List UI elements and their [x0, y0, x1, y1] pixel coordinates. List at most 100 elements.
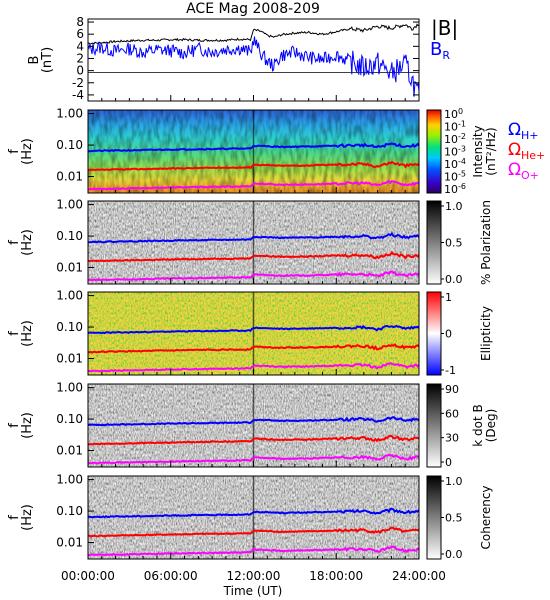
panel-intensity-cb-label-text: Intensity — [471, 125, 485, 177]
panel-kdotb-colorbar — [426, 383, 442, 468]
panel-kdotb-cb-label-text: k dot B — [471, 404, 485, 446]
panel-coherency: 1.00 0.10 0.01 f(Hz) 1.0 0.5 0.0 Coherency — [7, 473, 493, 561]
panel-ellipticity-ylabel-unit: (Hz) — [20, 320, 35, 347]
x-tick-label-3: 18:00:00 — [309, 569, 363, 583]
overlay-He-plus-polarization — [87, 250, 420, 263]
field-ytick-label-4: 0 — [76, 64, 84, 78]
overlay-He-plus-kdotb — [87, 434, 420, 446]
panel-polarization-colorbar — [426, 200, 442, 285]
panel-polarization-cb-label: % Polarization — [479, 200, 493, 285]
panel-intensity-cb-tick-2: 10-2 — [444, 132, 466, 146]
panel-field-frame — [87, 18, 420, 102]
panel-kdotb-ylabel-f: f — [7, 423, 22, 428]
field-ytick-label-3: 2 — [76, 51, 84, 65]
field-ylabel-text: B — [27, 56, 42, 65]
panel-kdotb-cb-tick-2: 30 — [445, 432, 459, 445]
panel-ellipticity-ylabel: f(Hz) — [7, 320, 35, 347]
panel-coherency-ylabel-unit: (Hz) — [20, 504, 35, 531]
field-ylabel: B (nT) — [27, 47, 55, 73]
legend-omega-H-sub: H+ — [521, 129, 539, 142]
field-ytick-label-1: 6 — [76, 27, 84, 41]
panel-intensity-ylabel-f: f — [7, 149, 22, 154]
panel-coherency-ylabel: f(Hz) — [7, 504, 35, 531]
legend-B-R: BR — [430, 39, 450, 62]
legend-omega-O-sub: O+ — [521, 169, 539, 182]
spectrogram-panels: 1.000.100.01f(Hz)10010-110-210-310-410-5… — [7, 107, 498, 561]
series-B-R — [87, 36, 420, 97]
panel-kdotb-cb-label-unit: (Deg) — [484, 409, 498, 443]
cb-tick-base: 10 — [444, 133, 458, 146]
cb-tick-exponent: -3 — [458, 145, 466, 154]
cb-tick-base: 10 — [444, 158, 458, 171]
panel-kdotb-cb-tick-3: 0 — [445, 456, 452, 469]
panel-coherency-ytick-label-1: 0.10 — [56, 504, 83, 518]
panel-ellipticity: 1.00 0.10 0.01 f(Hz) 1 0 -1 Ellipticity — [7, 289, 493, 377]
panel-polarization-ylabel: f(Hz) — [7, 229, 35, 256]
cb-tick-exponent: -5 — [458, 170, 466, 179]
panel-coherency-ylabel-f: f — [7, 515, 22, 520]
field-ytick-label-2: 4 — [76, 39, 84, 53]
x-tick-label-1: 06:00:00 — [144, 569, 198, 583]
panel-polarization-ytick-label-0: 1.00 — [56, 198, 83, 212]
panel-ellipticity-cb-tick-2: -1 — [445, 364, 456, 377]
legend-B-R-main: B — [430, 39, 442, 60]
panel-polarization: 1.00 0.10 0.01 f(Hz) 1.0 0.5 0.0 % Polarization — [7, 198, 493, 286]
panel-ellipticity-cb-tick-1: 0 — [445, 328, 452, 341]
cb-tick-exponent: -2 — [458, 132, 466, 141]
panel-kdotb-cb-tick-0: 90 — [445, 383, 459, 396]
field-ytick-label-6: -4 — [72, 88, 84, 102]
panel-polarization-ytick-label-2: 0.01 — [56, 261, 83, 275]
field-ylabel-unit: (nT) — [40, 47, 55, 73]
legend-omega-He-sym: Ω — [508, 140, 521, 160]
field-ytick-label-5: -2 — [72, 76, 84, 90]
x-tick-label-0: 00:00:00 — [61, 569, 115, 583]
overlay-He-plus-ellipticity — [87, 343, 420, 354]
cb-tick-exponent: -1 — [458, 120, 466, 129]
panel-ellipticity-cb-label-text: Ellipticity — [479, 306, 493, 361]
x-tick-label-4: 24:00:00 — [392, 569, 446, 583]
panel-kdotb-ylabel-unit: (Hz) — [20, 412, 35, 439]
panel-intensity-cb-label: Intensity (nT²/Hz) — [471, 125, 498, 177]
panel-intensity: 1.000.100.01f(Hz)10010-110-210-310-410-5… — [7, 107, 498, 196]
overlay-He-plus-coherency — [87, 526, 420, 538]
legend-omega-He-sub: He+ — [521, 149, 545, 162]
cb-tick-exponent: -4 — [458, 157, 466, 166]
panel-coherency-cb-tick-2: 0.0 — [445, 548, 463, 561]
legend-omega-H-sym: Ω — [508, 120, 521, 140]
overlay-O-plus-ellipticity — [87, 361, 420, 373]
cb-tick-base: 10 — [444, 121, 458, 134]
panel-polarization-ytick-label-1: 0.10 — [56, 229, 83, 243]
x-axis: 00:00:00 06:00:00 12:00:00 18:00:00 24:00:00 — [61, 95, 446, 583]
overlay-H-plus-kdotb — [87, 416, 420, 427]
overlay-O-plus-coherency — [87, 545, 420, 557]
cb-tick-exponent: 0 — [458, 107, 463, 116]
panel-polarization-ylabel-unit: (Hz) — [20, 229, 35, 256]
panel-kdotb: 1.00 0.10 0.01 f(Hz) 90 60 30 0 k dot B (Deg) — [7, 381, 498, 469]
panel-ellipticity-ytick-label-0: 1.00 — [56, 289, 83, 303]
panel-coherency-cb-label: Coherency — [479, 485, 493, 549]
legend-B-R-sub: R — [442, 49, 450, 62]
overlay-H-plus-polarization — [87, 232, 420, 244]
panel-polarization-ylabel-f: f — [7, 240, 22, 245]
field-ytick-label-0: 8 — [76, 15, 84, 29]
panel-coherency-ytick-label-0: 1.00 — [56, 473, 83, 487]
panel-ellipticity-cb-tick-0: 1 — [445, 291, 452, 304]
panel-polarization-cb-tick-0: 1.0 — [445, 200, 463, 213]
gyrofreq-legend: ΩH+ ΩHe+ ΩO+ — [508, 120, 545, 182]
panel-intensity-cb-tick-3: 10-3 — [444, 145, 466, 159]
panel-kdotb-ylabel: f(Hz) — [7, 412, 35, 439]
chart-title: ACE Mag 2008-209 — [186, 1, 320, 17]
panel-coherency-cb-tick-1: 0.5 — [445, 512, 463, 525]
overlay-O-plus-polarization — [87, 270, 420, 282]
panel-kdotb-ytick-label-2: 0.01 — [56, 444, 83, 458]
series-B-total — [87, 23, 420, 45]
panel-ellipticity-ylabel-f: f — [7, 331, 22, 336]
overlay-H-plus-coherency — [87, 507, 420, 519]
x-axis-label: Time (UT) — [223, 584, 283, 598]
panel-polarization-cb-tick-1: 0.5 — [445, 237, 463, 250]
panel-intensity-colorbar — [426, 109, 442, 194]
panel-ellipticity-cb-label: Ellipticity — [479, 306, 493, 361]
panel-intensity-ytick-label-1: 0.10 — [56, 138, 83, 152]
panel-intensity-cb-tick-6: 10-6 — [444, 182, 466, 196]
